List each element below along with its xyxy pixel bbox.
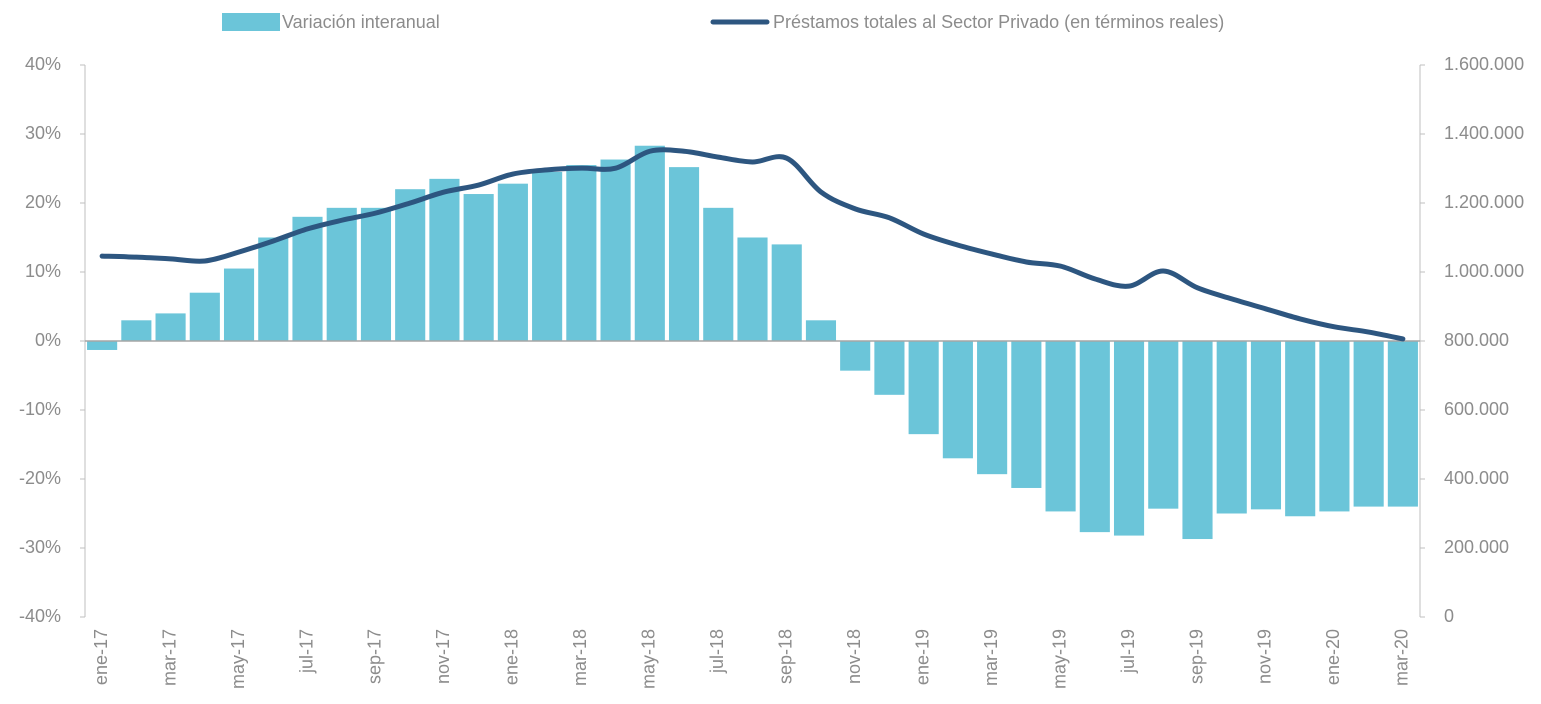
bar [87, 341, 118, 350]
bar [600, 159, 631, 341]
x-tick-label: ene-19 [912, 629, 932, 685]
bar [805, 320, 837, 341]
bar [155, 313, 186, 341]
bar [1113, 341, 1145, 536]
line [99, 147, 1406, 342]
legend-label: Variación interanual [282, 12, 440, 32]
bar [1011, 341, 1042, 488]
y2-tick-label: 800.000 [1444, 330, 1509, 350]
x-tick-label: mar-17 [159, 629, 179, 686]
bar [258, 237, 289, 341]
y2-tick-label: 600.000 [1444, 399, 1509, 419]
y2-tick-label: 1.000.000 [1444, 261, 1524, 281]
x-tick-label: ene-17 [91, 629, 111, 685]
x-tick-label: nov-18 [844, 629, 864, 684]
y2-tick-label: 1.600.000 [1444, 54, 1524, 74]
y-tick-label: -10% [19, 399, 61, 419]
bar [840, 341, 871, 371]
x-tick-label: sep-19 [1186, 629, 1206, 684]
bar [292, 216, 323, 341]
y-tick-label: 0% [35, 330, 61, 350]
y-tick-label: 10% [25, 261, 61, 281]
y-tick-label: -30% [19, 537, 61, 557]
bar [1182, 341, 1213, 540]
x-tick-label: mar-20 [1392, 629, 1412, 686]
bar [668, 167, 700, 341]
y2-tick-label: 200.000 [1444, 537, 1509, 557]
x-tick-label: may-18 [639, 629, 659, 689]
bar [1250, 341, 1282, 510]
y-tick-label: 30% [25, 123, 61, 143]
bar [223, 268, 255, 341]
x-tick-label: nov-19 [1255, 629, 1275, 684]
bar [121, 320, 152, 341]
y2-tick-label: 0 [1444, 606, 1454, 626]
bar [1079, 341, 1110, 533]
bar [771, 244, 802, 341]
bar [463, 194, 494, 341]
y-tick-label: 20% [25, 192, 61, 212]
bar [874, 341, 905, 395]
x-tick-label: sep-17 [365, 629, 385, 684]
x-tick-label: mar-19 [981, 629, 1001, 686]
bar [908, 341, 939, 435]
y-tick-label: 40% [25, 54, 61, 74]
bar [395, 189, 426, 341]
bar [532, 171, 563, 341]
bar [703, 207, 734, 341]
bar [189, 292, 220, 341]
bar [977, 341, 1008, 475]
y2-tick-label: 1.400.000 [1444, 123, 1524, 143]
y2-tick-label: 400.000 [1444, 468, 1509, 488]
bar [429, 178, 460, 341]
bar [737, 237, 768, 341]
x-tick-label: ene-18 [502, 629, 522, 685]
bar [1387, 341, 1418, 507]
bar [634, 145, 665, 341]
bar [326, 207, 357, 341]
x-tick-label: jul-18 [707, 629, 727, 674]
x-tick-label: sep-18 [775, 629, 795, 684]
x-tick-label: jul-17 [296, 629, 316, 674]
bar [1353, 341, 1384, 507]
bar [566, 165, 597, 341]
legend-swatch [222, 13, 280, 31]
x-tick-label: ene-20 [1323, 629, 1343, 685]
x-tick-label: nov-17 [433, 629, 453, 684]
bar [1319, 341, 1350, 512]
x-tick-label: mar-18 [570, 629, 590, 686]
bar [1285, 341, 1316, 517]
bar [942, 341, 973, 459]
y2-tick-label: 1.200.000 [1444, 192, 1524, 212]
y-tick-label: -20% [19, 468, 61, 488]
bar [1045, 341, 1076, 512]
x-tick-label: jul-19 [1118, 629, 1138, 674]
x-tick-label: may-17 [228, 629, 248, 689]
y-tick-label: -40% [19, 606, 61, 626]
bar [1148, 341, 1179, 509]
bar [1216, 341, 1247, 514]
bar [497, 183, 528, 341]
legend-label: Préstamos totales al Sector Privado (en … [773, 12, 1224, 32]
bar [360, 207, 392, 341]
x-tick-label: may-19 [1049, 629, 1069, 689]
